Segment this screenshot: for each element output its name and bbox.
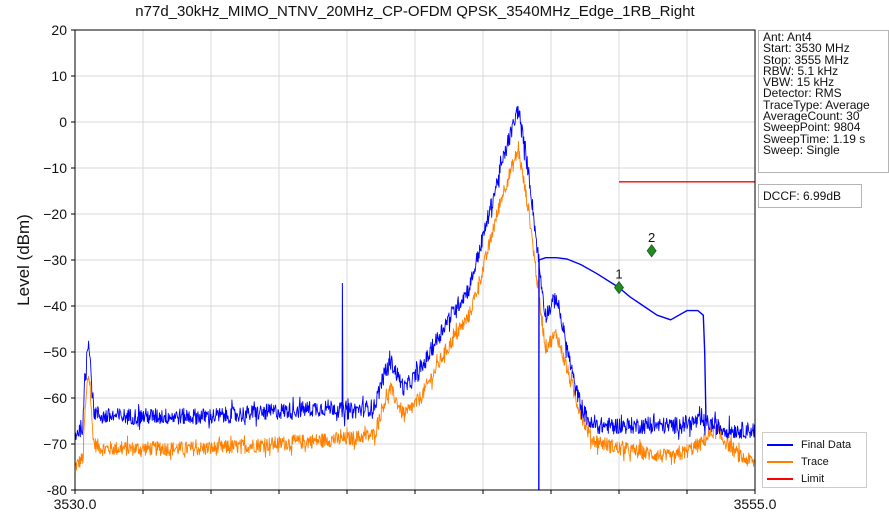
legend-swatch-final-data	[767, 443, 793, 446]
y-tick-label: −10	[43, 160, 67, 176]
series-final-data-envelope-line	[538, 257, 707, 490]
info-start: Start: 3530 MHz	[763, 41, 850, 56]
info-sweep: Sweep: Single	[763, 142, 840, 157]
info-sweeppoint: SweepPoint: 9804	[763, 120, 861, 135]
info-ant: Ant: Ant4	[763, 30, 812, 44]
y-tick-label: −70	[43, 436, 67, 452]
info-detector: Detector: RMS	[763, 86, 842, 101]
axes: -80 −70 −60 −50 −40 −30 −20 −10 0 10 20 3530.0 3555.…	[43, 22, 776, 512]
y-tick-label: −30	[43, 252, 67, 268]
x-tick-label: 3555.0	[734, 496, 777, 512]
legend: Final Data Trace Limit	[762, 432, 867, 488]
y-tick-label: −20	[43, 206, 67, 222]
y-tick-label: −40	[43, 298, 67, 314]
legend-item-final-data: Final Data	[767, 436, 862, 453]
measurement-info-box: Ant: Ant4 Start: 3530 MHz Stop: 3555 MHz…	[758, 30, 889, 173]
info-averagecount: AverageCount: 30	[763, 109, 860, 124]
legend-item-limit: Limit	[767, 470, 862, 487]
y-tick-label: 20	[51, 22, 67, 38]
series-trace-line	[75, 141, 755, 471]
chart-markers: 12	[614, 230, 657, 295]
info-sweeptime: SweepTime: 1.19 s	[763, 131, 866, 146]
y-tick-label: -80	[47, 482, 67, 498]
legend-swatch-limit	[767, 477, 793, 480]
y-tick-label: 0	[59, 114, 67, 130]
info-rbw: RBW: 5.1 kHz	[763, 63, 839, 78]
legend-label-trace: Trace	[801, 455, 829, 468]
legend-item-trace: Trace	[767, 453, 862, 470]
legend-swatch-trace	[767, 460, 793, 463]
series-final-data-line	[75, 105, 755, 441]
legend-label-limit: Limit	[801, 472, 825, 485]
info-tracetype: TraceType: Average	[763, 97, 870, 112]
marker-1-label: 1	[615, 267, 622, 282]
y-tick-label: −50	[43, 344, 67, 360]
dccf-label: DCCF: 6.99dB	[758, 184, 862, 208]
x-tick-label: 3530.0	[54, 496, 97, 512]
info-vbw: VBW: 15 kHz	[763, 75, 835, 90]
grid-lines	[74, 29, 756, 491]
info-stop: Stop: 3555 MHz	[763, 52, 850, 67]
marker-1-diamond	[614, 280, 624, 295]
legend-label-final-data: Final Data	[801, 438, 852, 451]
y-tick-label: −60	[43, 390, 67, 406]
marker-2-diamond	[646, 244, 657, 258]
chart-title: n77d_30kHz_MIMO_NTNV_20MHz_CP-OFDM QPSK_…	[135, 3, 695, 20]
final-data-spike	[341, 282, 344, 408]
y-tick-label: 10	[51, 68, 67, 84]
marker-2-label: 2	[648, 230, 655, 245]
